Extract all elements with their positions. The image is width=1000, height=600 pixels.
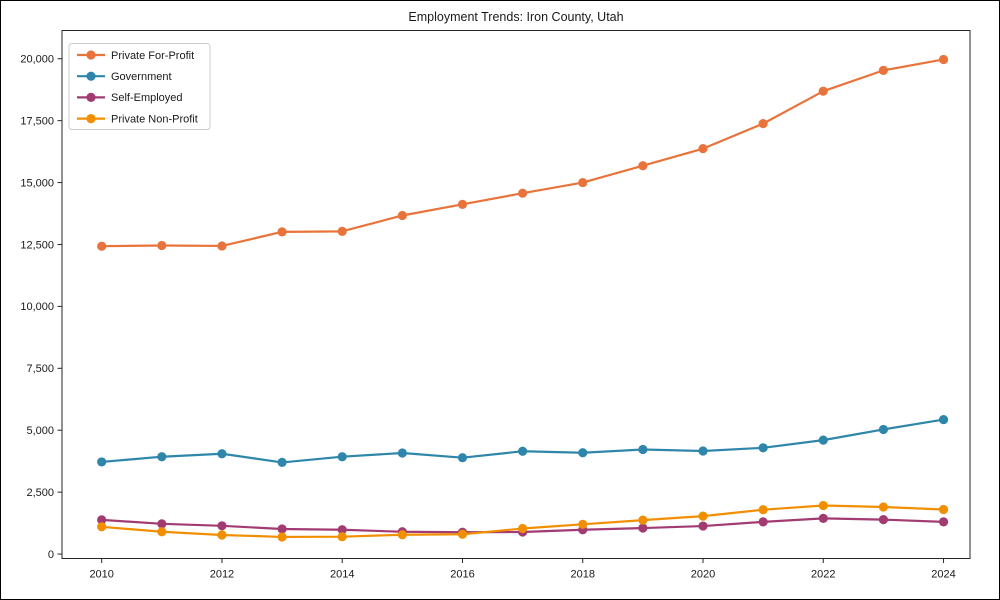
legend-marker-dot <box>86 114 96 124</box>
plot-frame <box>61 30 971 559</box>
y-tick-label: 12,500 <box>20 239 54 251</box>
data-point-private-non-profit[interactable] <box>638 515 648 525</box>
data-point-private-for-profit[interactable] <box>878 65 889 75</box>
data-point-self-employed[interactable] <box>818 513 828 523</box>
data-point-private-for-profit[interactable] <box>217 241 227 251</box>
data-point-self-employed[interactable] <box>157 519 167 529</box>
legend-box <box>68 43 211 130</box>
data-point-government[interactable] <box>578 448 588 458</box>
data-point-government[interactable] <box>457 453 468 463</box>
y-tick-label: 10,000 <box>20 301 54 313</box>
data-point-government[interactable] <box>518 446 528 456</box>
legend-label[interactable]: Private For-Profit <box>111 50 194 62</box>
data-point-government[interactable] <box>157 452 167 462</box>
y-tick-label: 7,500 <box>26 363 54 375</box>
data-point-self-employed[interactable] <box>97 515 107 525</box>
y-tick-label: 0 <box>48 549 54 561</box>
data-point-private-non-profit[interactable] <box>578 519 588 529</box>
data-point-private-non-profit[interactable] <box>337 532 347 542</box>
x-tick-label: 2018 <box>571 569 595 581</box>
data-point-self-employed[interactable] <box>217 521 227 531</box>
data-point-government[interactable] <box>818 435 828 445</box>
data-point-private-non-profit[interactable] <box>277 532 287 542</box>
legend-marker-dot <box>86 50 96 60</box>
data-point-private-non-profit[interactable] <box>97 522 107 532</box>
data-point-government[interactable] <box>698 446 708 456</box>
data-point-self-employed[interactable] <box>938 517 949 527</box>
series-line-government <box>101 418 944 464</box>
data-point-self-employed[interactable] <box>758 517 768 527</box>
legend-label[interactable]: Private Non-Profit <box>111 113 198 125</box>
legend-marker-dot <box>86 92 96 102</box>
data-point-self-employed[interactable] <box>638 523 648 533</box>
data-point-private-non-profit[interactable] <box>157 527 167 537</box>
data-point-private-for-profit[interactable] <box>277 227 287 237</box>
data-point-self-employed[interactable] <box>277 524 287 534</box>
data-point-self-employed[interactable] <box>337 525 347 535</box>
x-tick-label: 2012 <box>210 569 234 581</box>
chart-title: Employment Trends: Iron County, Utah <box>408 10 623 24</box>
data-point-private-for-profit[interactable] <box>938 54 949 65</box>
data-point-government[interactable] <box>217 449 227 459</box>
x-tick-label: 2024 <box>931 569 955 581</box>
x-tick-label: 2010 <box>89 569 113 581</box>
legend-label[interactable]: Self-Employed <box>111 92 183 104</box>
data-point-private-non-profit[interactable] <box>217 530 227 540</box>
data-point-private-for-profit[interactable] <box>157 240 167 251</box>
y-tick-label: 5,000 <box>26 425 54 437</box>
data-point-private-for-profit[interactable] <box>337 226 347 236</box>
data-point-government[interactable] <box>97 457 107 467</box>
y-tick-label: 2,500 <box>26 487 54 499</box>
data-point-private-non-profit[interactable] <box>878 502 889 512</box>
data-point-private-non-profit[interactable] <box>818 500 828 511</box>
data-point-private-non-profit[interactable] <box>397 530 407 540</box>
x-tick-label: 2016 <box>450 569 474 581</box>
data-point-self-employed[interactable] <box>878 515 889 525</box>
data-point-private-for-profit[interactable] <box>818 86 828 96</box>
data-point-private-for-profit[interactable] <box>518 188 528 198</box>
y-tick-label: 15,000 <box>20 177 54 189</box>
x-tick-label: 2022 <box>811 569 835 581</box>
series-line-private-for-profit <box>101 58 944 248</box>
data-point-government[interactable] <box>638 444 648 455</box>
data-point-private-for-profit[interactable] <box>97 241 107 251</box>
x-tick-label: 2020 <box>691 569 715 581</box>
data-point-private-non-profit[interactable] <box>938 504 949 515</box>
data-point-private-for-profit[interactable] <box>397 210 407 221</box>
data-point-government[interactable] <box>277 457 287 468</box>
data-point-private-for-profit[interactable] <box>698 144 708 154</box>
data-point-private-for-profit[interactable] <box>578 177 588 188</box>
data-point-government[interactable] <box>397 448 407 458</box>
data-point-private-non-profit[interactable] <box>698 511 708 521</box>
data-point-private-for-profit[interactable] <box>638 161 648 171</box>
data-point-government[interactable] <box>938 414 949 425</box>
data-point-self-employed[interactable] <box>698 521 708 531</box>
data-point-private-non-profit[interactable] <box>457 529 468 539</box>
legend-label[interactable]: Government <box>111 71 172 83</box>
data-point-private-non-profit[interactable] <box>758 505 768 515</box>
y-tick-label: 17,500 <box>20 115 54 127</box>
data-point-private-for-profit[interactable] <box>758 119 768 129</box>
y-tick-label: 20,000 <box>20 54 54 66</box>
x-tick-label: 2014 <box>330 569 354 581</box>
legend-marker-dot <box>86 71 96 81</box>
data-point-government[interactable] <box>337 452 347 462</box>
data-point-government[interactable] <box>878 424 889 435</box>
data-point-private-non-profit[interactable] <box>518 523 528 534</box>
data-point-government[interactable] <box>758 443 768 453</box>
data-point-private-for-profit[interactable] <box>457 199 468 209</box>
